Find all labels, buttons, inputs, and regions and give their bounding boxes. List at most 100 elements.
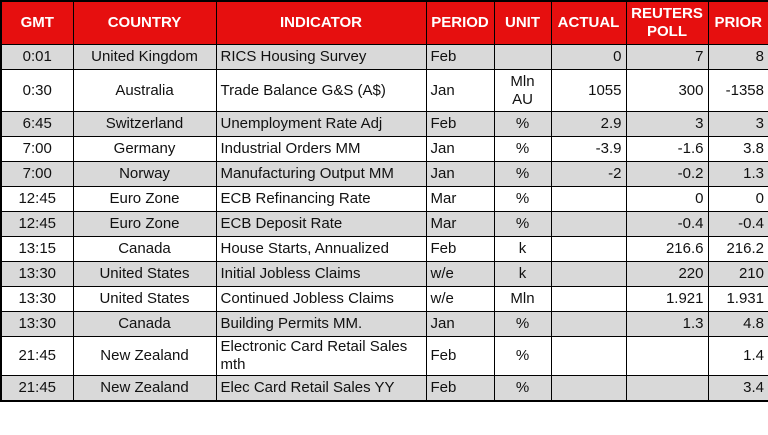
header-row: GMT COUNTRY INDICATOR PERIOD UNIT ACTUAL… (0, 0, 768, 45)
cell-indicator: Initial Jobless Claims (215, 261, 427, 287)
cell-period: Jan (425, 311, 495, 337)
cell-unit: % (493, 311, 552, 337)
cell-unit: % (493, 161, 552, 187)
cell-unit: % (493, 375, 552, 401)
cell-country: Switzerland (72, 111, 217, 137)
cell-gmt: 0:01 (0, 44, 74, 70)
table-row: 13:15 Canada House Starts, Annualized Fe… (0, 236, 768, 262)
column-header-country: COUNTRY (72, 0, 217, 45)
cell-actual (550, 186, 627, 212)
cell-period: Feb (425, 44, 495, 70)
cell-prior: 1.4 (707, 336, 768, 376)
cell-prior: 3.8 (707, 136, 768, 162)
cell-unit (493, 44, 552, 70)
cell-country: Australia (72, 69, 217, 112)
cell-unit: % (493, 111, 552, 137)
cell-actual (550, 375, 627, 401)
cell-prior: 0 (707, 186, 768, 212)
cell-period: Mar (425, 211, 495, 237)
cell-reuters-poll: 0 (625, 186, 709, 212)
cell-country: New Zealand (72, 336, 217, 376)
cell-country: Euro Zone (72, 211, 217, 237)
economic-calendar-table: GMT COUNTRY INDICATOR PERIOD UNIT ACTUAL… (0, 0, 768, 402)
table-header: GMT COUNTRY INDICATOR PERIOD UNIT ACTUAL… (0, 0, 768, 45)
cell-indicator: RICS Housing Survey (215, 44, 427, 70)
cell-unit: Mln (493, 286, 552, 312)
cell-unit: k (493, 236, 552, 262)
table-row: 12:45 Euro Zone ECB Refinancing Rate Mar… (0, 186, 768, 212)
cell-reuters-poll: 1.3 (625, 311, 709, 337)
cell-actual: 2.9 (550, 111, 627, 137)
cell-actual (550, 311, 627, 337)
cell-indicator: Manufacturing Output MM (215, 161, 427, 187)
table-row: 13:30 United States Continued Jobless Cl… (0, 286, 768, 312)
cell-actual: 0 (550, 44, 627, 70)
cell-reuters-poll: 1.921 (625, 286, 709, 312)
cell-unit: % (493, 136, 552, 162)
cell-actual: -2 (550, 161, 627, 187)
cell-prior: 1.931 (707, 286, 768, 312)
cell-indicator: Building Permits MM. (215, 311, 427, 337)
cell-period: Feb (425, 111, 495, 137)
table-row: 7:00 Germany Industrial Orders MM Jan % … (0, 136, 768, 162)
cell-gmt: 7:00 (0, 161, 74, 187)
cell-indicator: Electronic Card Retail Sales mth (215, 336, 427, 376)
cell-indicator: Industrial Orders MM (215, 136, 427, 162)
cell-gmt: 0:30 (0, 69, 74, 112)
cell-indicator: House Starts, Annualized (215, 236, 427, 262)
column-header-unit: UNIT (493, 0, 552, 45)
cell-reuters-poll: -0.4 (625, 211, 709, 237)
cell-period: Mar (425, 186, 495, 212)
cell-reuters-poll: 216.6 (625, 236, 709, 262)
cell-period: Feb (425, 336, 495, 376)
cell-gmt: 7:00 (0, 136, 74, 162)
cell-indicator: ECB Refinancing Rate (215, 186, 427, 212)
cell-prior: 210 (707, 261, 768, 287)
cell-prior: 3 (707, 111, 768, 137)
cell-reuters-poll: -1.6 (625, 136, 709, 162)
cell-reuters-poll: -0.2 (625, 161, 709, 187)
column-header-actual: ACTUAL (550, 0, 627, 45)
cell-country: United States (72, 261, 217, 287)
cell-country: United States (72, 286, 217, 312)
cell-gmt: 13:30 (0, 286, 74, 312)
cell-actual (550, 236, 627, 262)
cell-period: w/e (425, 261, 495, 287)
cell-prior: 3.4 (707, 375, 768, 401)
cell-gmt: 12:45 (0, 186, 74, 212)
table-row: 0:30 Australia Trade Balance G&S (A$) Ja… (0, 69, 768, 112)
table-row: 21:45 New Zealand Elec Card Retail Sales… (0, 375, 768, 401)
cell-country: Euro Zone (72, 186, 217, 212)
column-header-period: PERIOD (425, 0, 495, 45)
table-body: 0:01 United Kingdom RICS Housing Survey … (0, 44, 768, 401)
cell-gmt: 6:45 (0, 111, 74, 137)
cell-gmt: 21:45 (0, 375, 74, 401)
cell-period: Jan (425, 161, 495, 187)
cell-gmt: 13:15 (0, 236, 74, 262)
cell-unit: % (493, 336, 552, 376)
table-row: 13:30 United States Initial Jobless Clai… (0, 261, 768, 287)
cell-actual: 1055 (550, 69, 627, 112)
table-row: 13:30 Canada Building Permits MM. Jan % … (0, 311, 768, 337)
cell-indicator: Unemployment Rate Adj (215, 111, 427, 137)
table-row: 12:45 Euro Zone ECB Deposit Rate Mar % -… (0, 211, 768, 237)
cell-unit: Mln AU (493, 69, 552, 112)
cell-reuters-poll: 3 (625, 111, 709, 137)
table-row: 21:45 New Zealand Electronic Card Retail… (0, 336, 768, 376)
cell-gmt: 12:45 (0, 211, 74, 237)
table-row: 7:00 Norway Manufacturing Output MM Jan … (0, 161, 768, 187)
cell-prior: 8 (707, 44, 768, 70)
cell-country: Canada (72, 236, 217, 262)
cell-period: w/e (425, 286, 495, 312)
cell-period: Feb (425, 236, 495, 262)
cell-actual (550, 211, 627, 237)
cell-indicator: Elec Card Retail Sales YY (215, 375, 427, 401)
cell-country: New Zealand (72, 375, 217, 401)
cell-reuters-poll (625, 336, 709, 376)
cell-gmt: 21:45 (0, 336, 74, 376)
cell-period: Feb (425, 375, 495, 401)
cell-prior: 216.2 (707, 236, 768, 262)
column-header-gmt: GMT (0, 0, 74, 45)
cell-indicator: ECB Deposit Rate (215, 211, 427, 237)
